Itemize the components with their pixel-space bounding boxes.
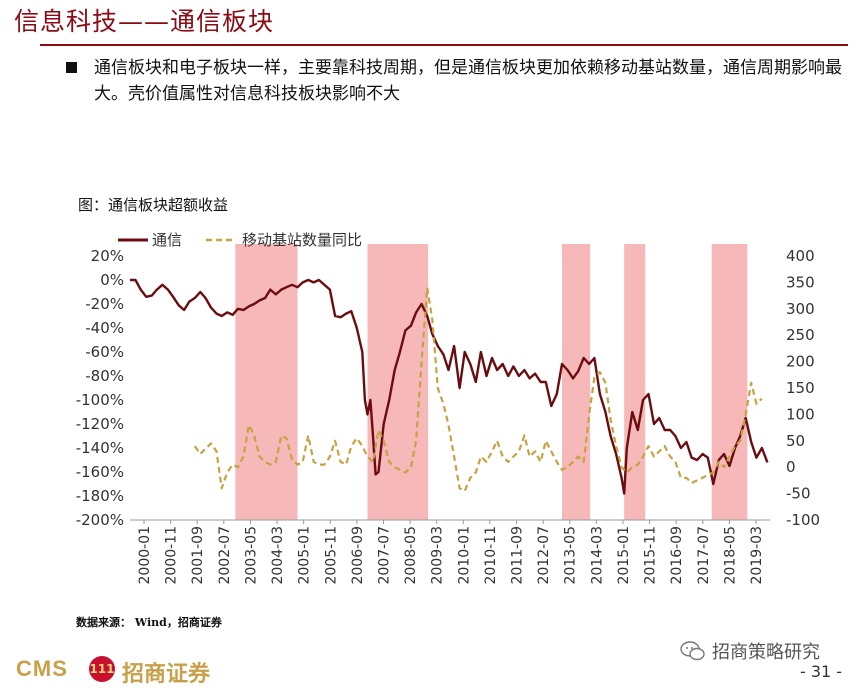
- figure-caption: 图：通信板块超额收益: [78, 196, 229, 214]
- page-number: - 31 -: [800, 662, 843, 681]
- x-tick-label: 2012-07: [536, 526, 552, 585]
- bullet-square-icon: [66, 62, 77, 73]
- y-right-tick-label: 350: [786, 273, 815, 291]
- y-right-tick-label: 300: [786, 300, 815, 318]
- legend-label-comm: 通信: [152, 231, 182, 249]
- series-line-comm: [130, 278, 769, 495]
- y-left-tick-label: -60%: [85, 343, 124, 361]
- series-line-basestation: [193, 286, 763, 493]
- y-left-tick-label: -20%: [85, 295, 124, 313]
- x-tick-label: 2010-11: [483, 526, 499, 585]
- y-left-tick-label: 0%: [100, 271, 124, 289]
- x-tick-label: 2014-03: [589, 526, 605, 585]
- x-tick-label: 2015-11: [643, 526, 659, 585]
- y-left-tick-label: 20%: [91, 247, 124, 265]
- x-tick-label: 2005-11: [323, 526, 339, 585]
- page-title: 信息科技——通信板块: [14, 7, 275, 36]
- x-tick-label: 2002-07: [217, 526, 233, 585]
- shaded-period-3: [624, 244, 646, 520]
- x-tick-label: 2007-07: [376, 526, 392, 585]
- shaded-period-4: [711, 244, 748, 520]
- x-tick-label: 2009-03: [430, 526, 446, 585]
- x-tick-label: 2000-01: [137, 526, 153, 585]
- cms-logo: CMS: [16, 656, 68, 681]
- wechat-icon: [680, 641, 705, 661]
- y-right-tick-label: 400: [786, 247, 815, 265]
- y-left-tick-label: -40%: [85, 319, 124, 337]
- x-tick-label: 2001-09: [190, 526, 206, 585]
- x-tick-label: 2008-05: [403, 526, 419, 585]
- data-source: 数据来源： Wind，招商证券: [76, 616, 222, 629]
- x-tick-label: 2015-01: [616, 526, 632, 585]
- summary-bullet: 通信板块和电子板块一样，主要靠科技周期，但是通信板块更加依赖移动基站数量，通信周…: [94, 58, 842, 104]
- x-tick-label: 2011-09: [510, 526, 526, 585]
- x-tick-label: 2005-01: [297, 526, 313, 585]
- x-tick-label: 2000-11: [164, 526, 180, 585]
- cms-logo-cn: 招商证券: [122, 661, 211, 687]
- legend-label-basestation: 移动基站数量同比: [242, 231, 362, 249]
- y-right-tick-label: -100: [786, 511, 820, 529]
- y-left-tick-label: -120%: [76, 415, 124, 433]
- y-left-tick-label: -140%: [76, 439, 124, 457]
- shaded-period-0: [235, 244, 298, 520]
- y-right-tick-label: 250: [786, 326, 815, 344]
- y-right-tick-label: 0: [786, 458, 796, 476]
- x-tick-label: 2013-05: [563, 526, 579, 585]
- y-left-tick-label: -80%: [85, 367, 124, 385]
- shaded-period-2: [561, 244, 591, 520]
- x-tick-label: 2010-01: [456, 526, 472, 585]
- y-right-tick-label: 50: [786, 432, 805, 450]
- y-left-tick-label: -180%: [76, 487, 124, 505]
- y-right-tick-label: -50: [786, 485, 811, 503]
- x-tick-label: 2017-07: [696, 526, 712, 585]
- wechat-account-label: 招商策略研究: [712, 642, 820, 663]
- x-tick-label: 2019-03: [749, 526, 765, 585]
- x-tick-label: 2016-09: [669, 526, 685, 585]
- y-left-tick-label: -100%: [76, 391, 124, 409]
- x-tick-label: 2018-05: [722, 526, 738, 585]
- y-right-tick-label: 100: [786, 405, 815, 423]
- excess-return-chart: 20% 0% -20% -40% -60% -80% -100% -120% -140% -160…: [76, 231, 820, 585]
- y-right-tick-label: 150: [786, 379, 815, 397]
- y-left-tick-label: -200%: [76, 511, 124, 529]
- x-tick-label: 2006-09: [350, 526, 366, 585]
- y-left-tick-label: -160%: [76, 463, 124, 481]
- cms-logo-mark-icon: 111: [89, 656, 115, 682]
- x-tick-label: 2004-03: [270, 526, 286, 585]
- x-tick-label: 2003-05: [243, 526, 259, 585]
- shaded-period-1: [367, 244, 429, 520]
- title-divider: [40, 44, 848, 46]
- y-right-tick-label: 200: [786, 353, 815, 371]
